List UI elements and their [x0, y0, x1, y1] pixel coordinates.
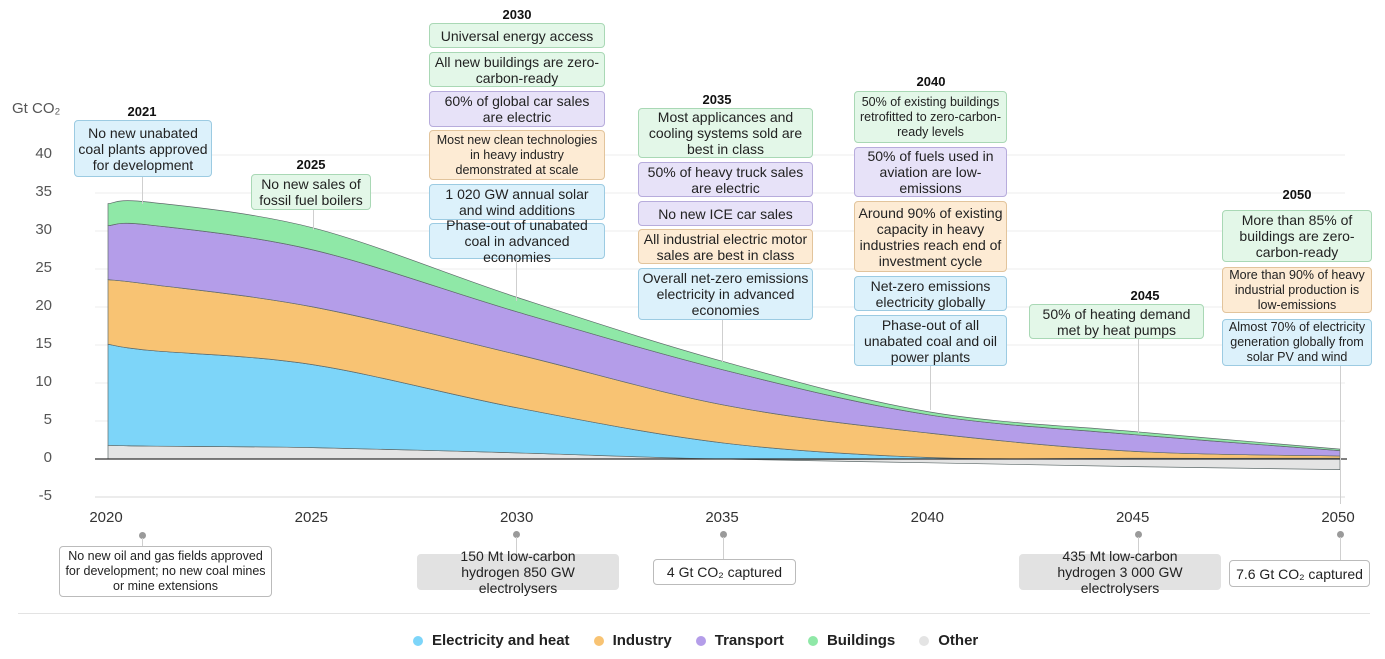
legend-label: Industry: [612, 632, 672, 649]
legend-label: Buildings: [826, 632, 896, 649]
leader-line: [1138, 339, 1139, 433]
bottom-milestone-2050: 7.6 Gt CO₂ captured: [1229, 560, 1370, 587]
x-tick-label: 2040: [910, 509, 945, 526]
legend-swatch: [695, 635, 706, 646]
legend-swatch: [413, 635, 423, 646]
legend-item-other: Other: [919, 632, 978, 649]
milestone-year-2045: 2045: [1130, 288, 1160, 303]
y-tick-label: 20: [35, 297, 52, 314]
milestone-year-2035: 2035: [702, 92, 732, 107]
leader-line: [142, 177, 143, 204]
leader-line: [516, 537, 517, 554]
milestone-year-2040: 2040: [916, 74, 946, 89]
milestone-2035-item: Overall net-zero emissions electricity i…: [638, 268, 813, 320]
milestone-2035-item: No new ICE car sales: [638, 201, 813, 226]
timeline-dot: [720, 531, 727, 538]
legend-item-transport: Transport: [695, 632, 784, 649]
milestone-2030-item: 1 020 GW annual solar and wind additions: [429, 184, 605, 220]
y-tick-label: 25: [35, 259, 52, 276]
milestone-2050-item: More than 90% of heavy industrial produc…: [1222, 267, 1372, 313]
x-tick-label: 2050: [1321, 509, 1355, 526]
leader-line: [1138, 537, 1139, 554]
y-tick-label: 0: [43, 449, 52, 466]
timeline-dot: [139, 532, 146, 539]
leader-line: [722, 320, 723, 362]
leader-line: [516, 259, 517, 301]
legend-item-industry: Industry: [593, 632, 672, 649]
milestone-2030-item: Most new clean technologies in heavy ind…: [429, 130, 605, 180]
legend-item-buildings: Buildings: [807, 632, 896, 649]
legend-item-electricity: Electricity and heat: [413, 632, 570, 649]
milestone-2021-coal: No new unabated coal plants approved for…: [74, 120, 212, 177]
milestone-year-2021: 2021: [127, 104, 157, 119]
leader-line: [313, 210, 314, 230]
milestone-year-2050: 2050: [1282, 187, 1312, 202]
milestone-2040-item: Phase-out of all unabated coal and oil p…: [854, 315, 1007, 366]
milestone-2040-item: 50% of fuels used in aviation are low-em…: [854, 147, 1007, 197]
milestone-2040-item: 50% of existing buildings retrofitted to…: [854, 91, 1007, 143]
legend-label: Electricity and heat: [432, 632, 570, 649]
milestone-2030-item: Universal energy access: [429, 23, 605, 48]
y-tick-label: 40: [35, 145, 52, 162]
milestone-year-2030: 2030: [502, 7, 532, 22]
milestone-2050-item: Almost 70% of electricity generation glo…: [1222, 319, 1372, 366]
milestone-2030-item: 60% of global car sales are electric: [429, 91, 605, 127]
milestone-2035-item: Most applicances and cooling systems sol…: [638, 108, 813, 158]
bottom-milestone-2035: 4 Gt CO₂ captured: [653, 559, 796, 585]
leader-line: [723, 537, 724, 559]
leader-line: [1340, 537, 1341, 560]
y-tick-label: 15: [35, 335, 52, 352]
milestone-2030-item: All new buildings are zero-carbon-ready: [429, 52, 605, 87]
milestone-2035-item: 50% of heavy truck sales are electric: [638, 162, 813, 197]
y-tick-label: 10: [35, 373, 52, 390]
y-tick-label: -5: [38, 487, 52, 504]
bottom-milestone-2021: No new oil and gas fields approved for d…: [59, 546, 272, 597]
milestone-2025-boilers: No new sales of fossil fuel boilers: [251, 174, 371, 210]
milestone-2050-item: More than 85% of buildings are zero-carb…: [1222, 210, 1372, 262]
timeline-dot: [1337, 531, 1344, 538]
milestone-2040-item: Around 90% of existing capacity in heavy…: [854, 201, 1007, 272]
x-tick-label: 2030: [499, 509, 534, 526]
leader-line: [1340, 366, 1341, 504]
legend-label: Other: [938, 632, 979, 649]
bottom-milestone-2045: 435 Mt low-carbon hydrogen 3 000 GW elec…: [1019, 548, 1221, 596]
x-tick-label: 2020: [89, 509, 123, 526]
milestone-year-2025: 2025: [296, 157, 326, 172]
x-tick-label: 2035: [705, 509, 739, 526]
milestone-2030-item: Phase-out of unabated coal in advanced e…: [429, 217, 605, 265]
y-axis-unit: Gt CO₂: [12, 100, 61, 117]
y-tick-label: 5: [43, 411, 52, 428]
milestone-2040-item: Net-zero emissions electricity globally: [854, 276, 1007, 311]
x-tick-label: 2025: [294, 509, 329, 526]
milestone-2045-heat-pumps: 50% of heating demand met by heat pumps: [1029, 304, 1204, 339]
legend: Electricity and heat Industry Transport …: [413, 632, 1002, 649]
legend-swatch: [807, 635, 818, 646]
divider: [18, 613, 1370, 614]
legend-label: Transport: [714, 632, 784, 649]
legend-swatch: [919, 635, 930, 646]
legend-swatch: [593, 635, 604, 646]
y-tick-label: 30: [35, 221, 52, 238]
x-tick-label: 2045: [1115, 509, 1150, 526]
leader-line: [930, 366, 931, 410]
milestone-2035-item: All industrial electric motor sales are …: [638, 229, 813, 264]
bottom-milestone-2030: 150 Mt low-carbon hydrogen 850 GW electr…: [417, 548, 619, 596]
leader-line: [142, 538, 143, 547]
timeline-dot: [513, 531, 520, 538]
y-tick-label: 35: [35, 183, 52, 200]
timeline-dot: [1135, 531, 1142, 538]
